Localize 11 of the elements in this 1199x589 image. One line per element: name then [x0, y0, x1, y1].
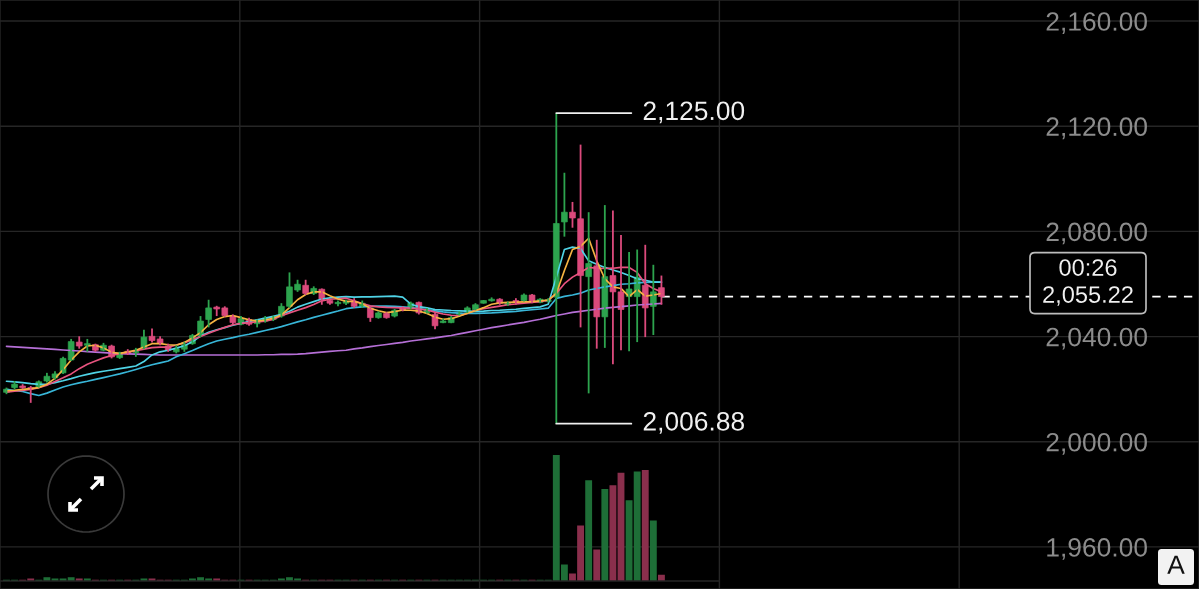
ref-line-label: 2,055.22	[1043, 286, 1133, 306]
text: A	[1167, 555, 1185, 574]
annotation: 2,006.88	[643, 412, 744, 434]
y-tick-label: 2,080.00	[1046, 222, 1147, 245]
y-tick-label: 2,160.00	[1046, 12, 1147, 34]
y-tick-label: 1,960.00	[1047, 538, 1147, 560]
text: 00:26	[1059, 259, 1117, 276]
y-tick-label: 2,000.00	[1046, 432, 1147, 455]
y-tick-label: 2,120.00	[1046, 117, 1147, 140]
annotation: 2,125.00	[643, 101, 745, 124]
y-tick-label: 2,040.00	[1046, 327, 1147, 350]
